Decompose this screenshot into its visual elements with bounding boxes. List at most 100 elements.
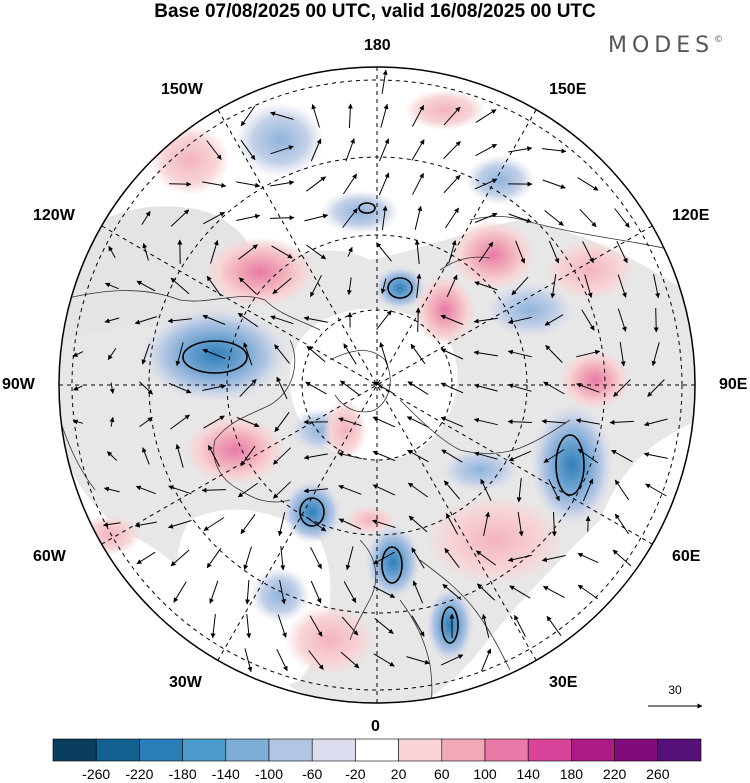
wind-arrow (544, 314, 564, 326)
colorbar-swatch (355, 738, 399, 762)
wind-arrow (515, 240, 526, 264)
wind-arrow (142, 243, 149, 261)
wind-arrow (240, 514, 256, 535)
wind-arrow (210, 614, 216, 639)
wind-arrow (303, 453, 328, 460)
wind-arrow (614, 479, 630, 501)
wind-arrow (474, 212, 498, 223)
wind-arrow (480, 478, 492, 502)
wind-arrow (170, 414, 191, 430)
wind-arrow (373, 381, 395, 395)
wind-arrow (246, 614, 252, 639)
wind-arrow (201, 487, 227, 493)
wind-arrow (406, 416, 430, 428)
wind-arrow (343, 581, 357, 603)
low-anomaly-scandinavia (365, 524, 421, 600)
wind-arrow (175, 443, 184, 468)
wind-arrow (514, 614, 526, 637)
wind-arrow (545, 345, 563, 363)
wind-arrow (274, 344, 290, 364)
wind-arrow (340, 651, 360, 669)
wind-arrow (104, 317, 120, 324)
wind-arrow (237, 482, 259, 498)
wind-arrow (103, 522, 121, 528)
wind-arrow (373, 653, 395, 667)
wind-arrow (206, 140, 222, 160)
label-0: 0 (371, 718, 380, 735)
colorbar-level-label: -60 (302, 766, 323, 782)
brand-name: MODES (608, 33, 715, 58)
reference-vector-label: 30 (668, 683, 682, 697)
wind-arrow (614, 513, 630, 535)
wind-arrow (134, 521, 157, 528)
wind-arrow (411, 104, 425, 127)
wind-arrow (645, 483, 667, 497)
wind-arrow (647, 379, 665, 397)
wind-arrow (109, 382, 115, 394)
wind-arrow (139, 381, 153, 395)
colorbar-level-label: 220 (602, 766, 627, 782)
colorbar-level-label: -100 (254, 766, 284, 782)
wind-arrow (270, 111, 294, 120)
wind-arrow (276, 648, 288, 672)
wind-arrow (202, 348, 226, 359)
brand-mark: © (714, 35, 724, 45)
wind-arrow (582, 478, 594, 502)
wind-arrow (107, 348, 117, 361)
wind-arrow (104, 282, 119, 290)
wind-arrow (240, 105, 256, 127)
label-150w: 150W (161, 81, 203, 98)
wind-arrow (507, 316, 532, 325)
wind-arrow (279, 580, 286, 605)
wind-arrow (342, 173, 358, 195)
wind-arrow (373, 586, 396, 598)
wind-arrow (170, 277, 190, 295)
wind-arrow (272, 481, 292, 499)
wind-arrow (542, 585, 565, 599)
label-90e: 90E (719, 376, 748, 393)
low-anomaly-mediterranean (426, 587, 474, 663)
wind-arrow (542, 179, 566, 189)
wind-arrow (542, 148, 567, 154)
colorbar-swatch (441, 738, 486, 762)
wind-arrow (239, 378, 257, 398)
wind-arrow (207, 444, 221, 467)
wind-arrow (478, 241, 494, 263)
colorbar-level-label: 140 (516, 766, 540, 782)
wind-arrow (508, 450, 532, 462)
wind-arrow (440, 314, 464, 325)
wind-arrow (373, 551, 395, 565)
wind-arrow (206, 275, 222, 297)
wind-arrow (616, 240, 628, 264)
wind-arrow (210, 240, 219, 264)
high-anomaly-kazakh (560, 350, 630, 410)
wind-arrow (136, 551, 156, 565)
wind-arrow (72, 351, 84, 357)
wind-arrow (244, 579, 250, 605)
wind-arrow (473, 350, 498, 357)
wind-arrow (612, 549, 632, 567)
wind-arrow (308, 650, 324, 670)
wind-arrow (170, 549, 190, 567)
north-america-land (60, 206, 262, 340)
wind-arrow (271, 245, 293, 259)
wind-arrow (617, 308, 627, 332)
wind-arrow (240, 139, 256, 161)
wind-arrow (376, 242, 392, 262)
colorbar-level-label: 20 (390, 766, 407, 782)
wind-arrow (653, 307, 659, 333)
graticule (59, 67, 695, 703)
wind-arrow (342, 208, 358, 228)
label-120w: 120W (33, 207, 75, 224)
colorbar-level-label: 180 (559, 766, 584, 782)
wind-arrow (474, 281, 498, 291)
wind-arrow (341, 616, 359, 636)
wind-arrow (577, 584, 599, 600)
wind-arrow (169, 181, 192, 187)
map-boundary (58, 66, 696, 704)
wind-arrow (415, 307, 421, 333)
wind-arrow (412, 172, 424, 195)
wind-arrow (414, 205, 423, 230)
wind-arrow (277, 614, 287, 638)
wind-arrow (609, 419, 635, 425)
